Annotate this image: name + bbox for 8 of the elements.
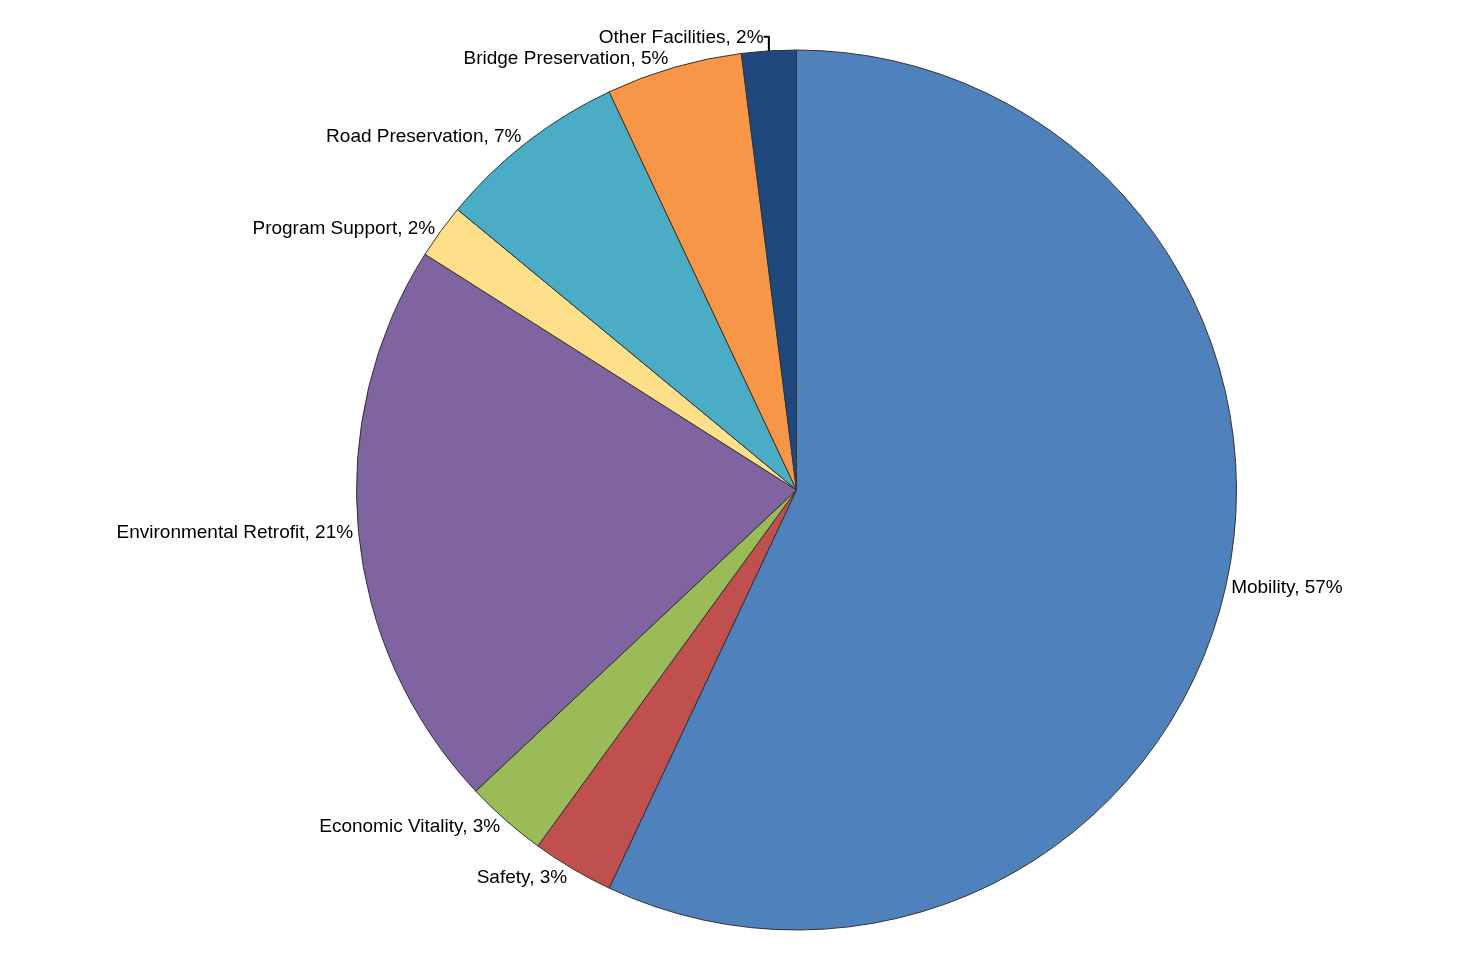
slice-label: Program Support, 2% [252,217,436,239]
slice-label: Bridge Preservation, 5% [463,47,669,69]
slice-label: Environmental Retrofit, 21% [116,521,354,542]
slice-label: Safety, 3% [476,866,568,888]
slice-label: Road Preservation, 7% [326,125,522,147]
slice-label: Economic Vitality, 3% [319,815,501,837]
slice-label: Other Facilities, 2% [598,26,764,48]
slice-label: Mobility, 57% [1231,575,1343,597]
